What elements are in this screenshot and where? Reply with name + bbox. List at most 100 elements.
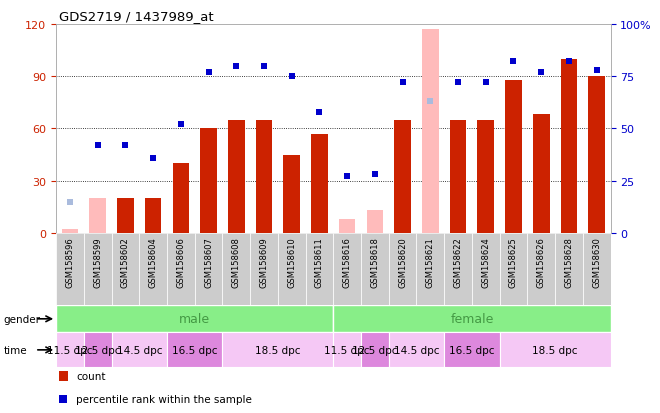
- Text: GDS2719 / 1437989_at: GDS2719 / 1437989_at: [59, 10, 214, 23]
- Text: GSM158611: GSM158611: [315, 237, 324, 287]
- Bar: [255, 120, 273, 233]
- Text: GSM158624: GSM158624: [481, 237, 490, 287]
- Point: [370, 172, 380, 178]
- Bar: [167, 233, 195, 306]
- Text: male: male: [179, 313, 211, 325]
- Bar: [588, 77, 605, 233]
- Bar: [89, 199, 106, 233]
- Bar: [333, 306, 610, 332]
- Bar: [361, 233, 389, 306]
- Text: GSM158616: GSM158616: [343, 237, 352, 288]
- Bar: [306, 233, 333, 306]
- Text: GSM158626: GSM158626: [537, 237, 546, 288]
- Text: GSM158608: GSM158608: [232, 237, 241, 288]
- Bar: [278, 233, 306, 306]
- Bar: [56, 306, 333, 332]
- Bar: [112, 233, 139, 306]
- Bar: [222, 233, 250, 306]
- Text: GSM158618: GSM158618: [370, 237, 380, 288]
- Bar: [361, 332, 389, 368]
- Text: female: female: [450, 313, 494, 325]
- Point: [92, 142, 103, 149]
- Bar: [533, 115, 550, 233]
- Point: [564, 59, 574, 66]
- Text: 16.5 dpc: 16.5 dpc: [172, 345, 217, 355]
- Point: [314, 109, 325, 116]
- Point: [120, 142, 131, 149]
- Point: [480, 80, 491, 86]
- Bar: [112, 332, 167, 368]
- Point: [203, 69, 214, 76]
- Bar: [394, 120, 411, 233]
- Point: [591, 67, 602, 74]
- Bar: [366, 211, 383, 233]
- Point: [231, 63, 242, 70]
- Bar: [444, 233, 472, 306]
- Point: [148, 155, 158, 161]
- Bar: [84, 332, 112, 368]
- Text: 14.5 dpc: 14.5 dpc: [117, 345, 162, 355]
- Bar: [416, 233, 444, 306]
- Text: time: time: [3, 345, 27, 355]
- Text: 16.5 dpc: 16.5 dpc: [449, 345, 494, 355]
- Bar: [200, 129, 217, 233]
- Bar: [56, 233, 84, 306]
- Text: gender: gender: [3, 314, 40, 324]
- Text: 18.5 dpc: 18.5 dpc: [255, 345, 300, 355]
- Bar: [555, 233, 583, 306]
- Bar: [477, 120, 494, 233]
- Bar: [500, 332, 610, 368]
- Point: [259, 63, 269, 70]
- Point: [397, 80, 408, 86]
- Text: GSM158610: GSM158610: [287, 237, 296, 287]
- Text: count: count: [76, 371, 106, 381]
- Bar: [500, 233, 527, 306]
- Bar: [389, 332, 444, 368]
- Bar: [228, 120, 245, 233]
- Text: 11.5 dpc: 11.5 dpc: [48, 345, 92, 355]
- Text: 12.5 dpc: 12.5 dpc: [75, 345, 120, 355]
- Point: [176, 121, 186, 128]
- Bar: [333, 233, 361, 306]
- Point: [342, 174, 352, 180]
- Bar: [472, 233, 500, 306]
- Bar: [59, 370, 68, 381]
- Bar: [222, 332, 333, 368]
- Bar: [283, 155, 300, 233]
- Point: [58, 396, 69, 402]
- Bar: [250, 233, 278, 306]
- Text: percentile rank within the sample: percentile rank within the sample: [76, 394, 251, 404]
- Text: GSM158599: GSM158599: [93, 237, 102, 287]
- Bar: [84, 233, 112, 306]
- Text: GSM158609: GSM158609: [259, 237, 269, 287]
- Text: 11.5 dpc: 11.5 dpc: [325, 345, 370, 355]
- Bar: [527, 233, 555, 306]
- Bar: [145, 199, 162, 233]
- Bar: [61, 230, 79, 233]
- Bar: [117, 199, 134, 233]
- Point: [425, 99, 436, 105]
- Text: GSM158622: GSM158622: [453, 237, 463, 287]
- Text: GSM158625: GSM158625: [509, 237, 518, 287]
- Text: 12.5 dpc: 12.5 dpc: [352, 345, 397, 355]
- Text: 18.5 dpc: 18.5 dpc: [533, 345, 578, 355]
- Bar: [172, 164, 189, 233]
- Bar: [339, 219, 356, 233]
- Text: GSM158620: GSM158620: [398, 237, 407, 287]
- Text: GSM158602: GSM158602: [121, 237, 130, 287]
- Bar: [389, 233, 416, 306]
- Bar: [583, 233, 610, 306]
- Text: GSM158596: GSM158596: [65, 237, 75, 287]
- Bar: [311, 134, 328, 233]
- Bar: [444, 332, 500, 368]
- Point: [508, 59, 519, 66]
- Text: GSM158606: GSM158606: [176, 237, 185, 288]
- Point: [536, 69, 546, 76]
- Bar: [449, 120, 467, 233]
- Bar: [195, 233, 222, 306]
- Point: [286, 74, 297, 80]
- Bar: [56, 332, 84, 368]
- Bar: [167, 332, 222, 368]
- Bar: [139, 233, 167, 306]
- Text: 14.5 dpc: 14.5 dpc: [394, 345, 439, 355]
